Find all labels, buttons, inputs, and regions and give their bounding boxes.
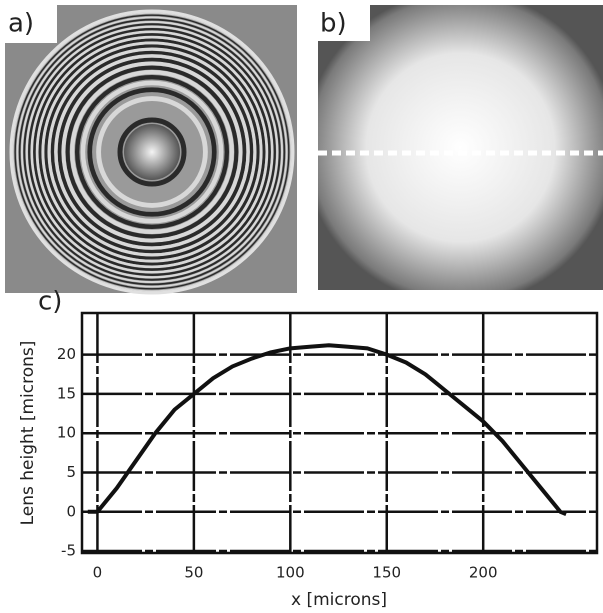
x-tick-label: 150 bbox=[372, 564, 401, 582]
x-tick-label: 0 bbox=[93, 564, 103, 582]
fringe bbox=[25, 25, 279, 279]
fringe bbox=[61, 61, 243, 243]
x-tick-label: 200 bbox=[469, 564, 498, 582]
fringe bbox=[96, 96, 208, 208]
fringe bbox=[18, 18, 286, 286]
fringe bbox=[74, 74, 230, 230]
fringe bbox=[33, 33, 271, 271]
x-axis-label: x [microns] bbox=[291, 590, 387, 610]
fringe bbox=[87, 87, 217, 217]
fringe bbox=[44, 44, 260, 260]
y-tick-label: -5 bbox=[61, 542, 76, 560]
fringe bbox=[21, 21, 283, 283]
y-tick-label: 15 bbox=[57, 384, 76, 402]
y-tick-label: 10 bbox=[57, 424, 76, 442]
fringe bbox=[41, 41, 263, 263]
fringe bbox=[53, 53, 251, 251]
fringe-rings bbox=[9, 9, 295, 295]
lens-center bbox=[124, 124, 180, 180]
intensity-image bbox=[318, 5, 603, 290]
fringe bbox=[70, 70, 234, 234]
x-tick-label: 100 bbox=[276, 564, 305, 582]
y-tick-label: 5 bbox=[66, 463, 76, 481]
fringe bbox=[38, 38, 266, 266]
fringe bbox=[14, 14, 290, 290]
fringe bbox=[30, 30, 274, 274]
fringe bbox=[117, 117, 187, 187]
fringe bbox=[65, 65, 239, 239]
lens-edge bbox=[9, 9, 295, 295]
fringe bbox=[12, 12, 292, 292]
panel-label: b) bbox=[320, 9, 347, 39]
fringe bbox=[57, 57, 247, 247]
panel-b: b) bbox=[318, 5, 603, 290]
fringe bbox=[35, 35, 269, 269]
panel-label: c) bbox=[38, 287, 62, 317]
fringe bbox=[50, 50, 254, 254]
fringe bbox=[47, 47, 257, 257]
label-box bbox=[5, 5, 57, 43]
x-tick-label: 50 bbox=[184, 564, 203, 582]
panel-label: a) bbox=[8, 9, 34, 39]
chart: c) Lens height [microns] x [microns] -5 0… bbox=[18, 287, 599, 610]
fringe bbox=[80, 80, 224, 224]
fringe bbox=[28, 28, 276, 276]
fringe bbox=[16, 16, 288, 288]
y-tick-label: 20 bbox=[57, 345, 76, 363]
label-box bbox=[318, 5, 370, 41]
panel-a: a) bbox=[5, 5, 297, 295]
y-tick-label: 0 bbox=[66, 502, 76, 520]
y-axis-label: Lens height [microns] bbox=[18, 341, 38, 526]
series-line bbox=[87, 343, 567, 516]
fringe bbox=[23, 23, 281, 281]
